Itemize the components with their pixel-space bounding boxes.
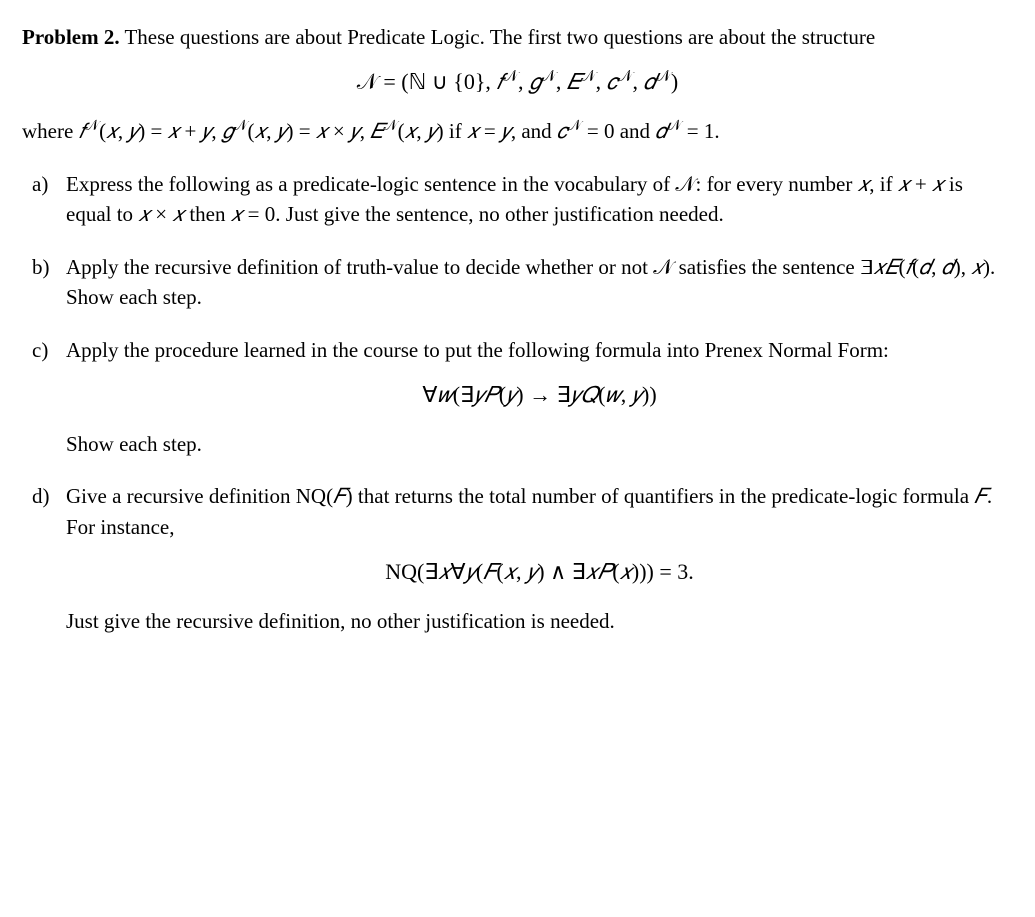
d-final: Just give the recursive definition, no o…	[66, 606, 1013, 636]
problem-intro: Problem 2. These questions are about Pre…	[22, 22, 1013, 52]
item-label-b: b)	[32, 252, 50, 282]
problem: Problem 2. These questions are about Pre…	[22, 22, 1013, 636]
d-varF: 𝐹	[333, 484, 346, 508]
b-text2: satisfies the sentence	[673, 255, 860, 279]
item-label-c: c)	[32, 335, 48, 365]
d-example: NQ(∃𝑥∀𝑦(𝐹(𝑥, 𝑦) ∧ ∃𝑥𝑃(𝑥))) = 3.	[66, 556, 1013, 588]
problem-number: 2.	[104, 25, 120, 49]
a-text1: Express the following as a predicate-log…	[66, 172, 675, 196]
item-b: b) Apply the recursive definition of tru…	[60, 252, 1013, 313]
a-text2: : for every number	[695, 172, 857, 196]
c-show: Show each step.	[66, 429, 1013, 459]
b-text1: Apply the recursive definition of truth-…	[66, 255, 653, 279]
intro-text: These questions are about Predicate Logi…	[124, 25, 875, 49]
d-text2: ) that returns the total number of quant…	[346, 484, 975, 508]
where-prefix: where	[22, 119, 79, 143]
a-text5: then	[184, 202, 231, 226]
item-a: a) Express the following as a predicate-…	[60, 169, 1013, 230]
item-d: d) Give a recursive definition NQ(𝐹) tha…	[60, 481, 1013, 636]
a-expr1: 𝑥 + 𝑥	[898, 172, 944, 196]
c-text1: Apply the procedure learned in the cours…	[66, 338, 889, 362]
d-varF2: 𝐹	[974, 484, 987, 508]
question-list: a) Express the following as a predicate-…	[22, 169, 1013, 637]
item-label-d: d)	[32, 481, 50, 511]
problem-label: Problem	[22, 25, 99, 49]
b-sentence: ∃𝑥𝐸(𝑓(𝑑, 𝑑), 𝑥)	[860, 255, 990, 279]
d-text1: Give a recursive definition NQ(	[66, 484, 333, 508]
c-formula: ∀𝑤(∃𝑦𝑃(𝑦) → ∃𝑦𝑄(𝑤, 𝑦))	[66, 379, 1013, 411]
a-expr2: 𝑥 × 𝑥	[138, 202, 184, 226]
structure-equation: = ( ∪ {0}, 𝑓, 𝑔, 𝐸, 𝑐, 𝑑)	[22, 66, 1013, 98]
where-clause: where 𝑓(𝑥, 𝑦) = 𝑥 + 𝑦, 𝑔(𝑥, 𝑦) = 𝑥 × 𝑦, …	[22, 116, 1013, 146]
item-c: c) Apply the procedure learned in the co…	[60, 335, 1013, 460]
item-label-a: a)	[32, 169, 48, 199]
a-text6: . Just give the sentence, no other justi…	[275, 202, 723, 226]
a-text3: , if	[869, 172, 898, 196]
a-expr3: 𝑥 = 0	[231, 202, 276, 226]
a-varx: 𝑥	[858, 172, 870, 196]
